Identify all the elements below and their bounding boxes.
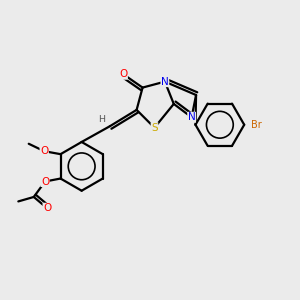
Text: H: H bbox=[98, 115, 105, 124]
Text: O: O bbox=[41, 176, 49, 187]
Text: N: N bbox=[161, 76, 169, 87]
Text: O: O bbox=[43, 203, 51, 213]
Text: S: S bbox=[151, 123, 158, 133]
Text: Br: Br bbox=[251, 120, 262, 130]
Text: O: O bbox=[40, 146, 48, 156]
Text: N: N bbox=[188, 112, 196, 122]
Text: O: O bbox=[119, 69, 128, 79]
